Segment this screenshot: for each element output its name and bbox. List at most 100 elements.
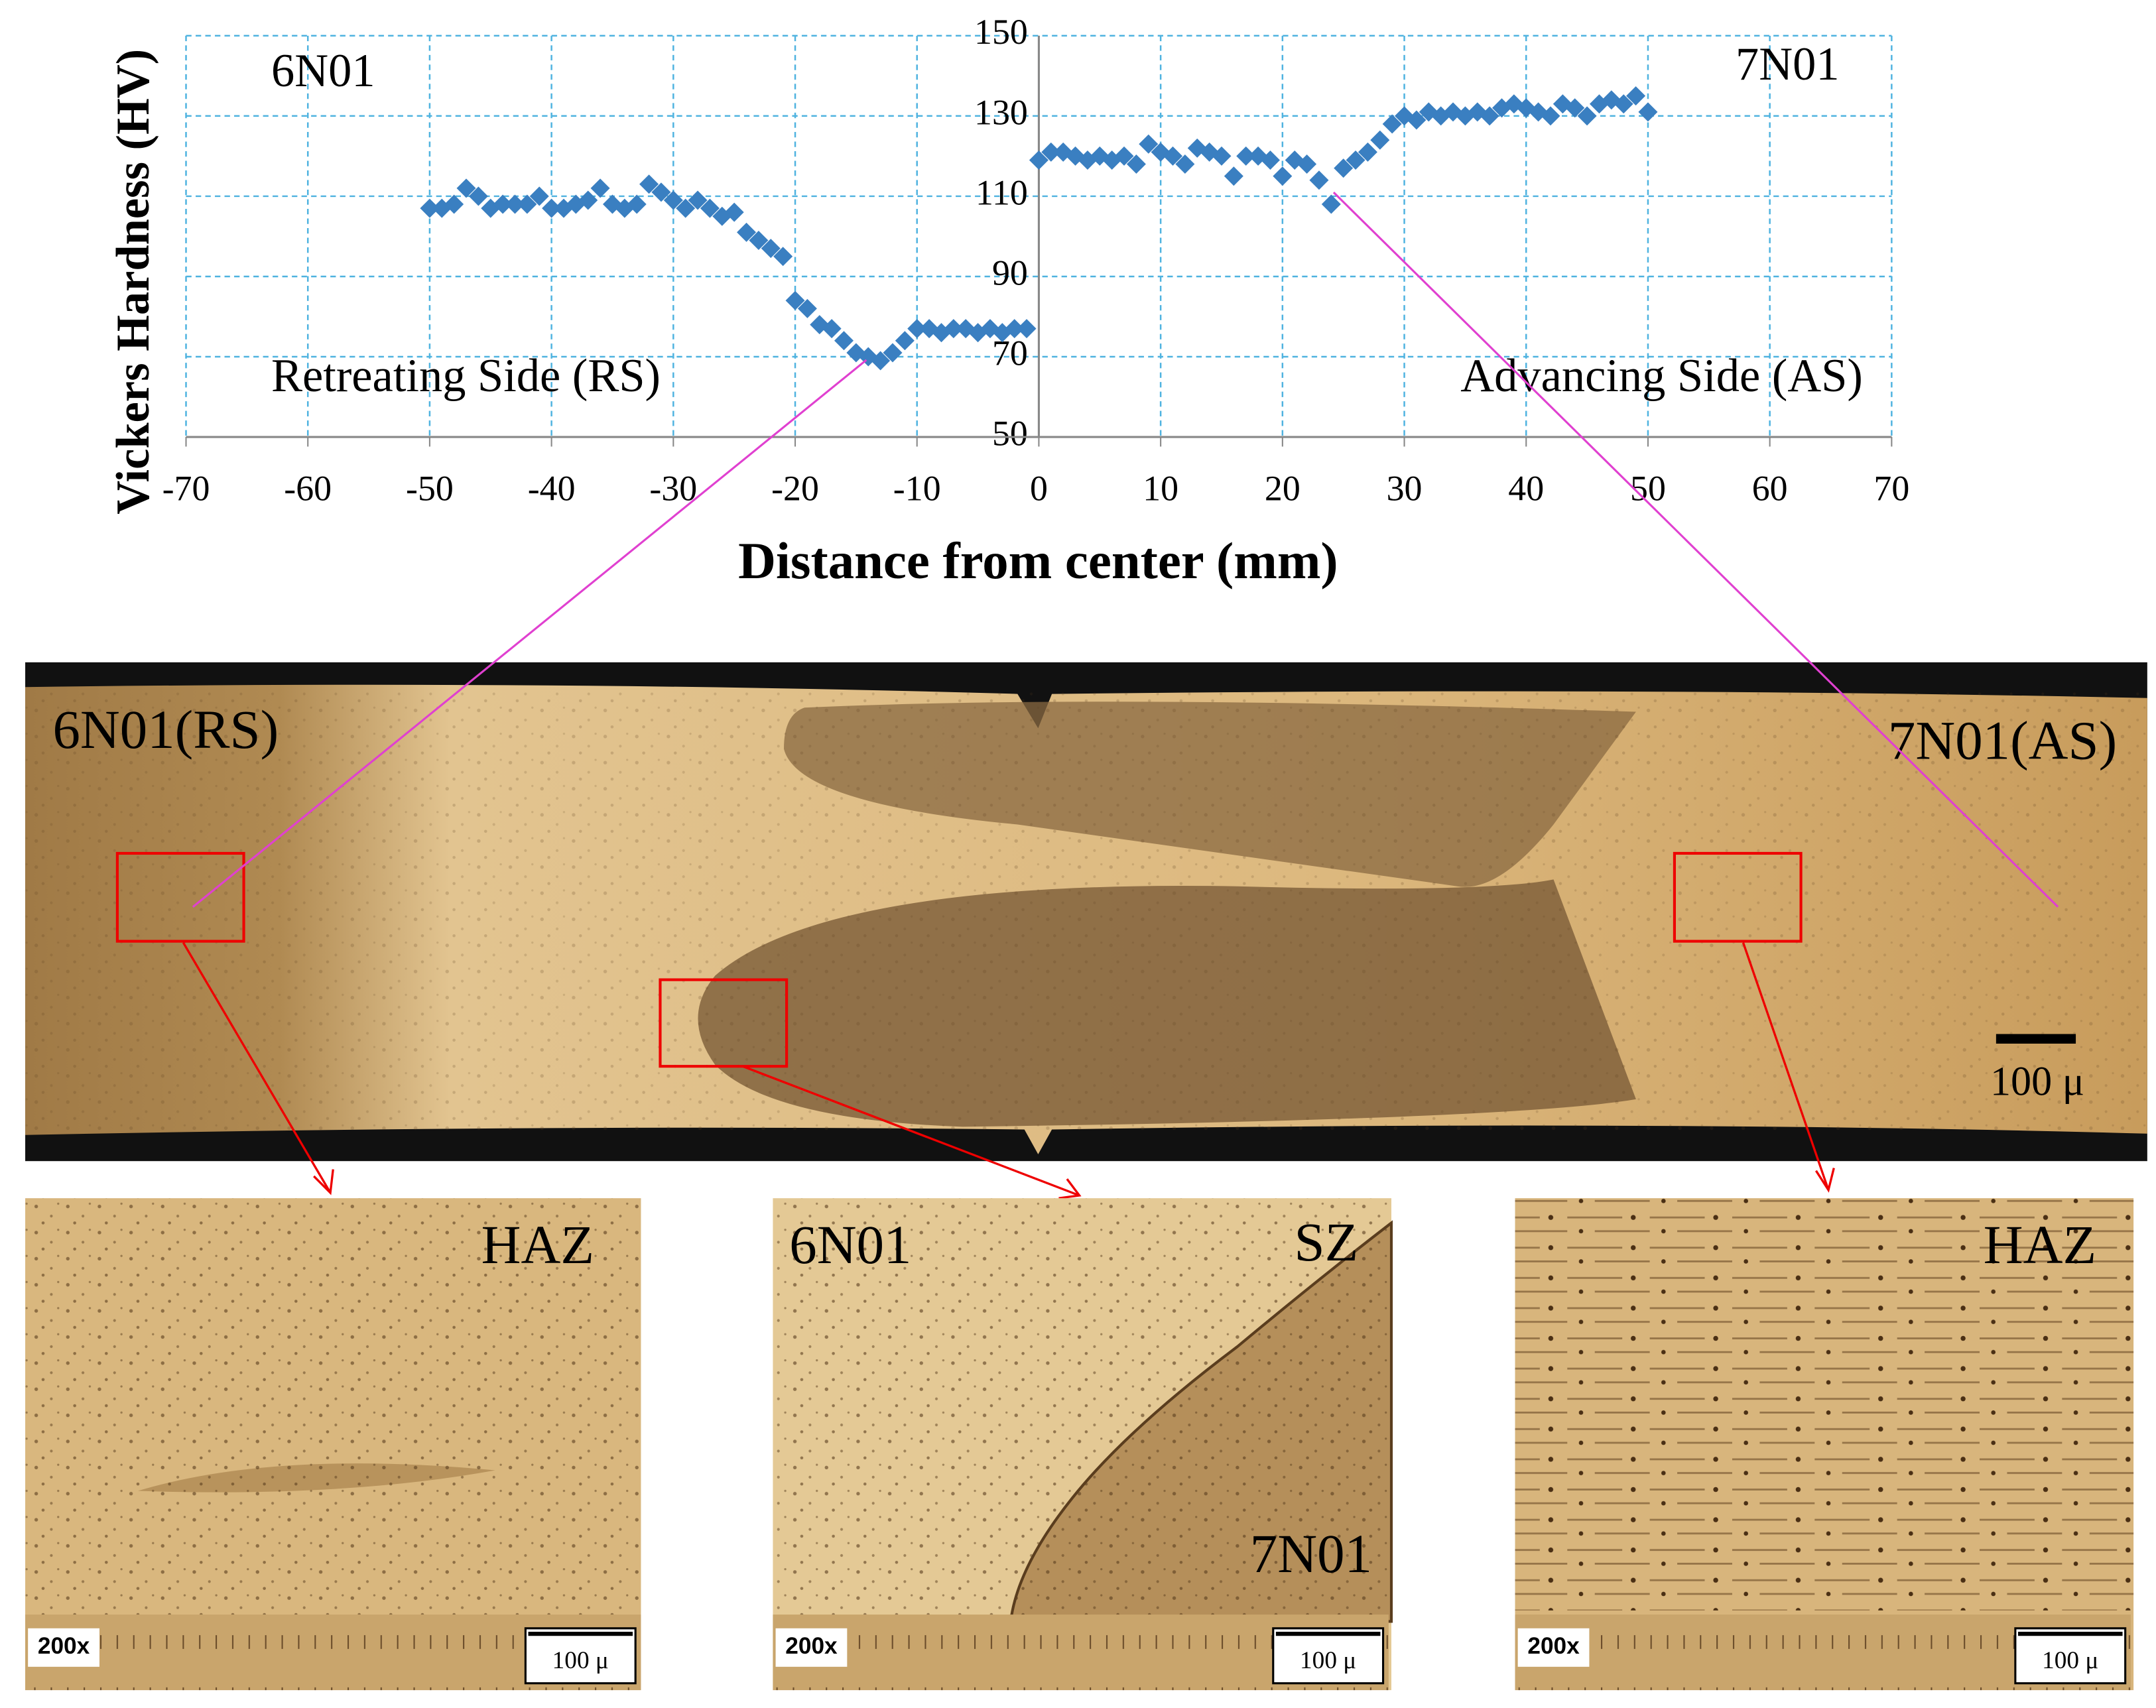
x-tick-label: 10	[1143, 468, 1178, 508]
zoom-box	[1673, 851, 1803, 943]
data-point	[700, 198, 720, 218]
y-tick-label: 50	[992, 413, 1028, 453]
data-point	[517, 194, 537, 214]
data-point	[1370, 130, 1390, 150]
data-point	[1273, 166, 1293, 186]
data-point	[1236, 146, 1256, 166]
scale-label: 100 μ	[2042, 1647, 2098, 1674]
x-tick-label: -30	[649, 468, 697, 508]
x-tick-label: 70	[1873, 468, 1909, 508]
scale-box	[524, 1627, 637, 1685]
data-point	[529, 186, 549, 206]
mag-box	[775, 1628, 848, 1667]
mag-box	[28, 1628, 99, 1667]
data-point	[1041, 142, 1061, 162]
overview-label: 6N01(RS)	[52, 699, 279, 760]
x-tick-label: -10	[893, 468, 941, 508]
plot-area: 50 70 90 110 130 150 -70 -60 -50 -40 -30 -20 -10 0 10 2…	[162, 12, 1910, 508]
texture	[1515, 1198, 2134, 1611]
data-point	[895, 331, 915, 351]
annotation: 7N01	[1736, 38, 1840, 90]
arrows	[182, 942, 1835, 1199]
scale-box	[1272, 1627, 1385, 1685]
y-tick-label: 110	[976, 172, 1028, 212]
data-point	[639, 174, 659, 194]
data-point	[651, 182, 671, 202]
magnification: 200x	[785, 1633, 838, 1659]
data-point	[1577, 106, 1597, 126]
data-point	[1382, 114, 1402, 134]
x-tick-label: 40	[1508, 468, 1544, 508]
data-point	[944, 319, 964, 339]
x-tick-label: -70	[162, 468, 210, 508]
data-point	[822, 319, 842, 339]
data-point	[627, 194, 647, 214]
magnification: 200x	[1527, 1633, 1580, 1659]
data-point	[1163, 146, 1183, 166]
data-point	[1126, 154, 1146, 174]
connector	[1332, 192, 2059, 908]
arrow	[1742, 942, 1835, 1193]
panel: HAZ	[25, 1198, 641, 1691]
overview-label: 7N01(AS)	[1888, 709, 2117, 770]
data-point	[1638, 102, 1658, 122]
scale-label: 100 μ	[1300, 1647, 1356, 1674]
data-point	[1017, 319, 1037, 339]
data-point	[724, 202, 744, 222]
y-tick-label: 130	[974, 92, 1028, 132]
data-point	[1358, 142, 1377, 162]
data-point	[493, 194, 513, 214]
data-point	[749, 230, 769, 251]
data-point	[1480, 106, 1499, 126]
panel-label: HAZ	[481, 1214, 594, 1275]
panel-label: HAZ	[1984, 1214, 2096, 1275]
data-point	[456, 178, 476, 198]
scale-label: 100 μ	[552, 1647, 609, 1674]
annotation: 6N01	[271, 45, 375, 97]
data-point	[773, 247, 793, 267]
mag-box	[1517, 1628, 1590, 1667]
data-point	[785, 290, 805, 310]
data-point	[1407, 110, 1427, 130]
data-point	[907, 319, 927, 339]
data-point	[1139, 134, 1159, 154]
data-point	[590, 178, 610, 198]
data-point	[1565, 98, 1585, 118]
x-tick-label: -40	[528, 468, 576, 508]
x-axis-title: Distance from center (mm)	[738, 532, 1338, 590]
arrow	[742, 1065, 1082, 1199]
zoom-box	[659, 978, 789, 1068]
panel-label: SZ	[1295, 1211, 1359, 1272]
data-point	[688, 190, 708, 210]
x-tick-label: -50	[406, 468, 454, 508]
scale-box	[2014, 1627, 2127, 1685]
x-tick-label: 60	[1752, 468, 1788, 508]
data-point	[1114, 146, 1134, 166]
overview-micrograph: 6N01(RS) 7N01(AS) 100 μ	[25, 662, 2147, 1162]
data-point	[1334, 158, 1354, 178]
y-tick-label: 150	[974, 12, 1028, 52]
magnification: 200x	[38, 1633, 90, 1659]
x-tick-label: -60	[284, 468, 332, 508]
y-tick-label: 70	[992, 333, 1028, 373]
data-point	[1626, 86, 1646, 106]
y-axis-title: Vickers Hardness (HV)	[107, 49, 159, 515]
data-point	[1321, 194, 1341, 214]
data-point	[871, 351, 891, 371]
panel: 6N01 SZ 7N01	[773, 1198, 1393, 1691]
data-point	[578, 190, 598, 210]
data-point	[797, 298, 817, 318]
data-point	[468, 186, 488, 206]
scale-bar-label: 100 μ	[1990, 1059, 2084, 1104]
connector	[192, 359, 867, 908]
data-point	[1005, 319, 1025, 339]
annotation: Retreating Side (RS)	[271, 350, 661, 402]
data-point	[761, 239, 781, 259]
rulers: 200x 100 μ 200x 100 μ 200x 100 μ	[25, 1615, 2131, 1691]
data-point	[834, 331, 854, 351]
panel: HAZ	[1515, 1198, 2134, 1691]
data-point	[1175, 154, 1195, 174]
data-point	[444, 194, 464, 214]
x-tick-label: 20	[1265, 468, 1300, 508]
